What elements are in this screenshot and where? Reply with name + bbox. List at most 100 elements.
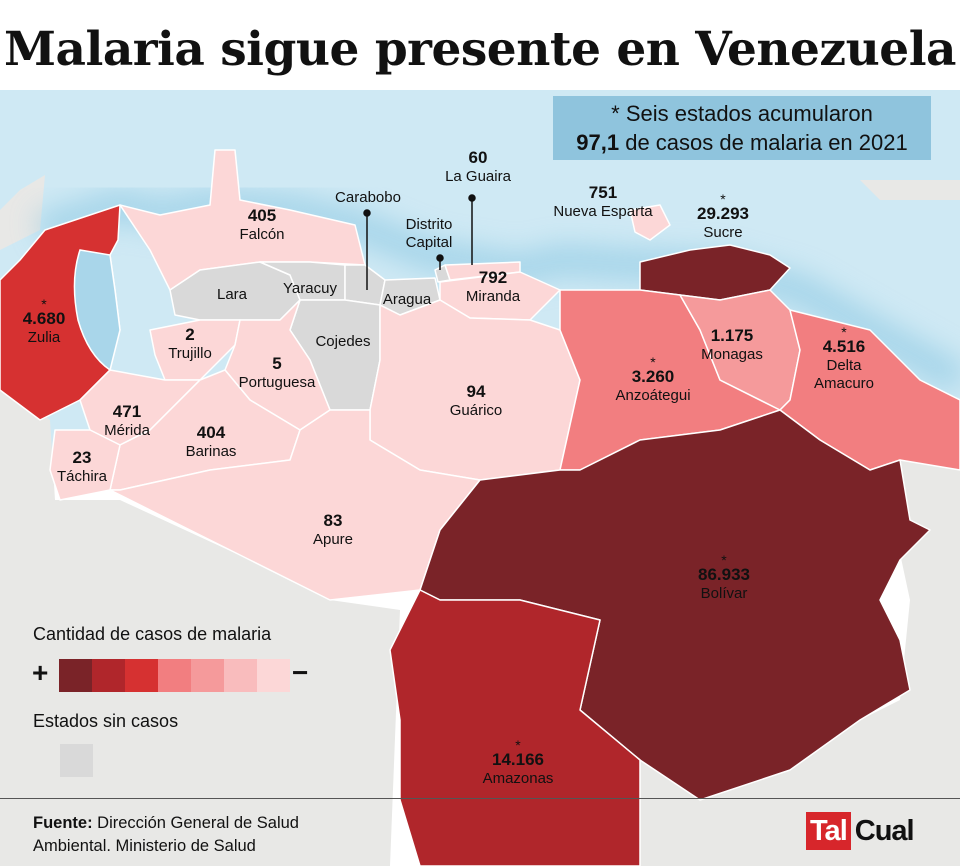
- talcual-logo: Tal Cual: [806, 812, 915, 850]
- callout-line1: Seis estados acumularon: [625, 101, 873, 126]
- legend-swatch-6: [224, 659, 257, 692]
- state-cases-value: 792: [478, 268, 508, 287]
- state-name: Bolívar: [700, 585, 748, 602]
- leader-lines: [363, 194, 476, 290]
- state-name: Carabobo: [335, 189, 401, 206]
- legend-plus: +: [32, 657, 49, 688]
- label-falcon: 405 Falcón: [239, 206, 284, 244]
- label-distrito-capital: Distrito Capital: [406, 216, 453, 252]
- state-cases-value: 4.516: [822, 337, 866, 356]
- label-nueva-esparta: 751 Nueva Esparta: [553, 183, 652, 221]
- legend-color-scale: [59, 659, 290, 692]
- source-text: Fuente: Dirección General de Salud Ambie…: [33, 812, 353, 858]
- label-sucre: * 29.293 Sucre: [697, 191, 749, 242]
- neighbor-land-colombia: [0, 175, 400, 866]
- callout-figure: 97,1: [576, 130, 620, 155]
- state-name: Anzoátegui: [615, 387, 691, 404]
- label-zulia: * 4.680 Zulia: [22, 296, 66, 347]
- state-name: Lara: [216, 286, 248, 303]
- state-name: Apure: [312, 531, 354, 548]
- label-tachira: 23 Táchira: [57, 448, 107, 486]
- state-cases-value: 471: [112, 402, 142, 421]
- state-name: Zulia: [27, 329, 61, 346]
- label-barinas: 404 Barinas: [186, 423, 237, 461]
- legend-minus: −: [292, 657, 309, 688]
- star-marker: *: [515, 737, 521, 753]
- legend-swatch-7: [257, 659, 290, 692]
- state-cases-value: 14.166: [492, 750, 544, 769]
- legend-no-cases-swatch: [60, 744, 93, 777]
- state-name: Distrito Capital: [405, 216, 453, 251]
- legend-no-cases-label: Estados sin casos: [33, 711, 179, 731]
- neighbor-land-trinidad: [860, 180, 960, 200]
- label-cojedes: Cojedes: [315, 333, 370, 351]
- callout-box: * Seis estados acumularon 97,1 de casos …: [553, 96, 931, 160]
- state-cases-value: 83: [323, 511, 343, 530]
- legend-swatch-5: [191, 659, 224, 692]
- legend-swatch-3: [125, 659, 158, 692]
- state-cases-value: 2: [185, 325, 195, 344]
- state-cases-value: 4.680: [22, 309, 66, 328]
- state-name: Portuguesa: [238, 374, 316, 391]
- star-marker: *: [841, 324, 847, 340]
- label-delta-amacuro: * 4.516 Delta Amacuro: [813, 324, 875, 393]
- label-la-guaira: 60 La Guaira: [445, 148, 511, 186]
- logo-part1: Tal: [806, 812, 851, 850]
- callout-line2: de casos de malaria en 2021: [619, 130, 908, 155]
- footer: [0, 798, 960, 866]
- state-name: Delta Amacuro: [813, 357, 875, 392]
- state-name: Táchira: [56, 468, 108, 485]
- state-trujillo: [149, 319, 241, 381]
- state-cases-value: 404: [196, 423, 226, 442]
- state-name: Mérida: [104, 422, 150, 439]
- neighbor-land-brazil: [560, 700, 960, 866]
- label-carabobo: Carabobo: [335, 189, 401, 207]
- star-marker: *: [720, 191, 726, 207]
- state-name: Aragua: [382, 291, 432, 308]
- label-apure: 83 Apure: [313, 511, 353, 549]
- state-name: Cojedes: [315, 333, 371, 350]
- label-amazonas: * 14.166 Amazonas: [482, 737, 554, 788]
- state-name: Monagas: [701, 346, 763, 363]
- state-nueva-esparta: [629, 204, 671, 241]
- star-marker: *: [41, 296, 47, 312]
- state-name: La Guaira: [445, 168, 511, 185]
- label-bolivar: * 86.933 Bolívar: [698, 553, 750, 603]
- star-marker: *: [650, 354, 656, 370]
- state-cases-value: 23: [72, 448, 92, 467]
- label-aragua: Aragua: [383, 291, 431, 309]
- state-cases-value: 405: [247, 206, 277, 225]
- state-name: Yaracuy: [283, 280, 337, 297]
- state-name: Nueva Esparta: [553, 203, 653, 220]
- state-cases-value: 5: [272, 354, 282, 373]
- state-name: Guárico: [449, 402, 503, 419]
- state-cases-value: 3.260: [631, 367, 675, 386]
- legend-title: Cantidad de casos de malaria: [33, 624, 272, 644]
- state-cases-value: 86.933: [698, 565, 750, 584]
- logo-part2: Cual: [854, 815, 915, 847]
- state-name: Falcón: [239, 226, 285, 243]
- state-amazonas: [389, 589, 641, 866]
- label-guarico: 94 Guárico: [450, 382, 503, 420]
- page-title: Malaria sigue presente en Venezuela: [3, 22, 957, 77]
- state-cases-value: 29.293: [697, 204, 749, 223]
- state-cases-value: 60: [468, 148, 488, 167]
- callout-asterisk: *: [611, 101, 620, 126]
- legend-swatch-1: [59, 659, 92, 692]
- state-name: Barinas: [185, 443, 237, 460]
- lake-maracaibo: [73, 249, 121, 372]
- source-label: Fuente:: [33, 814, 93, 832]
- state-name: Amazonas: [482, 770, 554, 787]
- legend-swatch-2: [92, 659, 125, 692]
- label-monagas: 1.175 Monagas: [701, 326, 763, 364]
- state-apure: [109, 409, 481, 601]
- state-cases-value: 94: [466, 382, 486, 401]
- label-miranda: 792 Miranda: [466, 268, 520, 306]
- state-name: Miranda: [465, 288, 521, 305]
- label-anzoategui: * 3.260 Anzoátegui: [615, 354, 691, 405]
- legend-swatch-4: [158, 659, 191, 692]
- label-portuguesa: 5 Portuguesa: [239, 354, 316, 392]
- label-merida: 471 Mérida: [104, 402, 150, 440]
- label-lara: Lara: [217, 286, 247, 304]
- state-name: Trujillo: [168, 345, 212, 362]
